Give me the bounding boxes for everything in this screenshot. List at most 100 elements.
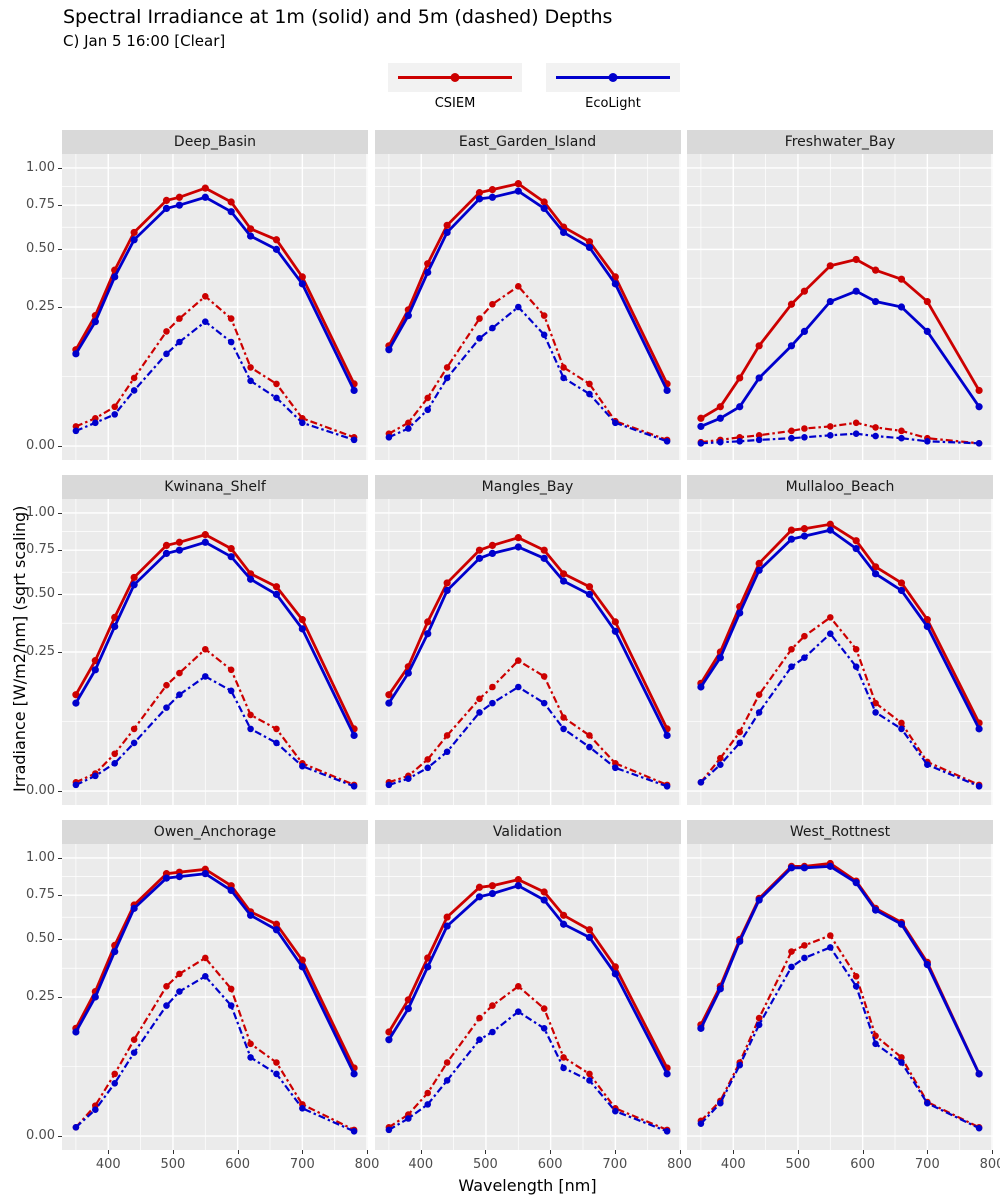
data-point bbox=[514, 282, 522, 290]
data-point bbox=[826, 432, 834, 439]
data-point bbox=[92, 1106, 99, 1114]
data-point bbox=[488, 324, 496, 332]
data-point bbox=[852, 972, 860, 980]
data-point bbox=[92, 414, 99, 422]
data-point bbox=[488, 889, 496, 898]
data-point bbox=[162, 196, 171, 205]
data-point bbox=[91, 993, 99, 1001]
data-point bbox=[488, 683, 496, 691]
data-point bbox=[404, 669, 412, 677]
data-point bbox=[272, 583, 281, 591]
data-point bbox=[755, 436, 763, 444]
facet-panel-kwinana_shelf bbox=[62, 499, 368, 805]
data-point bbox=[350, 386, 358, 395]
x-tick-label: 400 bbox=[720, 1157, 746, 1172]
data-point bbox=[176, 315, 183, 322]
data-point bbox=[443, 913, 451, 921]
data-point bbox=[540, 888, 548, 896]
data-point bbox=[872, 1040, 879, 1048]
series-ecolight-1m-kwinana_shelf bbox=[74, 540, 356, 737]
data-point bbox=[163, 350, 170, 358]
data-point bbox=[298, 963, 306, 971]
data-point bbox=[298, 280, 306, 288]
data-point bbox=[443, 228, 451, 237]
data-point bbox=[163, 982, 170, 990]
data-point bbox=[788, 427, 795, 435]
data-point bbox=[111, 273, 119, 281]
series-csiem-5m-validation bbox=[387, 984, 668, 1131]
data-point bbox=[175, 201, 184, 209]
data-point bbox=[559, 920, 567, 928]
data-point bbox=[246, 225, 255, 233]
data-point bbox=[611, 273, 619, 281]
legend-key-csiem-line bbox=[388, 63, 522, 92]
data-point bbox=[559, 911, 567, 919]
facet-panel-mangles_bay bbox=[374, 499, 681, 805]
data-point bbox=[755, 896, 763, 904]
series-ecolight-1m-freshwater_bay bbox=[700, 289, 981, 428]
x-tick-label: 500 bbox=[160, 1157, 186, 1172]
y-tick-mark bbox=[58, 791, 62, 793]
data-point bbox=[540, 699, 547, 707]
data-point bbox=[384, 699, 393, 707]
y-tick-label: 1.00 bbox=[26, 849, 55, 865]
data-point bbox=[443, 1059, 450, 1066]
x-tick-mark bbox=[679, 1150, 681, 1154]
data-point bbox=[350, 782, 358, 790]
data-point bbox=[872, 699, 879, 707]
x-tick-mark bbox=[172, 1150, 174, 1154]
data-point bbox=[443, 748, 450, 756]
data-point bbox=[898, 725, 905, 733]
facet-strip-east_garden_island: East_Garden_Island bbox=[374, 130, 681, 154]
data-point bbox=[800, 532, 809, 540]
data-point bbox=[443, 374, 450, 382]
data-point bbox=[162, 541, 171, 550]
data-point bbox=[611, 419, 619, 427]
series-ecolight-1m-west_rottnest bbox=[699, 864, 981, 1075]
data-point bbox=[443, 586, 451, 595]
data-point bbox=[385, 781, 392, 789]
data-point bbox=[227, 1002, 235, 1009]
data-point bbox=[716, 985, 724, 993]
data-point bbox=[488, 1002, 496, 1009]
x-tick-label: 800 bbox=[979, 1157, 1000, 1172]
x-tick-label: 800 bbox=[667, 1157, 692, 1172]
data-point bbox=[897, 303, 906, 311]
data-point bbox=[585, 743, 593, 751]
data-point bbox=[273, 380, 280, 388]
data-point bbox=[871, 570, 880, 578]
data-point bbox=[273, 739, 280, 747]
data-point bbox=[272, 236, 281, 244]
x-tick-label: 400 bbox=[95, 1157, 121, 1172]
data-point bbox=[488, 541, 496, 550]
data-point bbox=[975, 1070, 983, 1078]
data-point bbox=[585, 732, 593, 739]
data-point bbox=[423, 756, 431, 763]
data-point bbox=[163, 681, 170, 689]
data-point bbox=[898, 1054, 905, 1061]
data-point bbox=[788, 948, 795, 955]
data-point bbox=[488, 300, 496, 308]
data-point bbox=[163, 704, 170, 711]
data-point bbox=[475, 893, 483, 901]
data-point bbox=[716, 403, 724, 411]
data-point bbox=[736, 437, 744, 445]
y-tick-mark bbox=[58, 652, 62, 653]
data-point bbox=[755, 432, 763, 439]
data-point bbox=[788, 963, 795, 971]
data-point bbox=[130, 725, 138, 733]
data-point bbox=[801, 425, 808, 432]
data-point bbox=[384, 346, 393, 354]
data-point bbox=[201, 292, 209, 300]
data-point bbox=[443, 221, 451, 229]
data-point bbox=[475, 189, 483, 197]
data-point bbox=[755, 566, 763, 574]
legend-label-csiem: CSIEM bbox=[434, 96, 476, 111]
data-point bbox=[975, 725, 983, 733]
y-tick-mark bbox=[58, 512, 62, 514]
data-point bbox=[514, 543, 522, 551]
data-point bbox=[736, 609, 744, 617]
data-point bbox=[755, 374, 763, 382]
data-point bbox=[611, 618, 619, 626]
data-point bbox=[299, 762, 306, 770]
